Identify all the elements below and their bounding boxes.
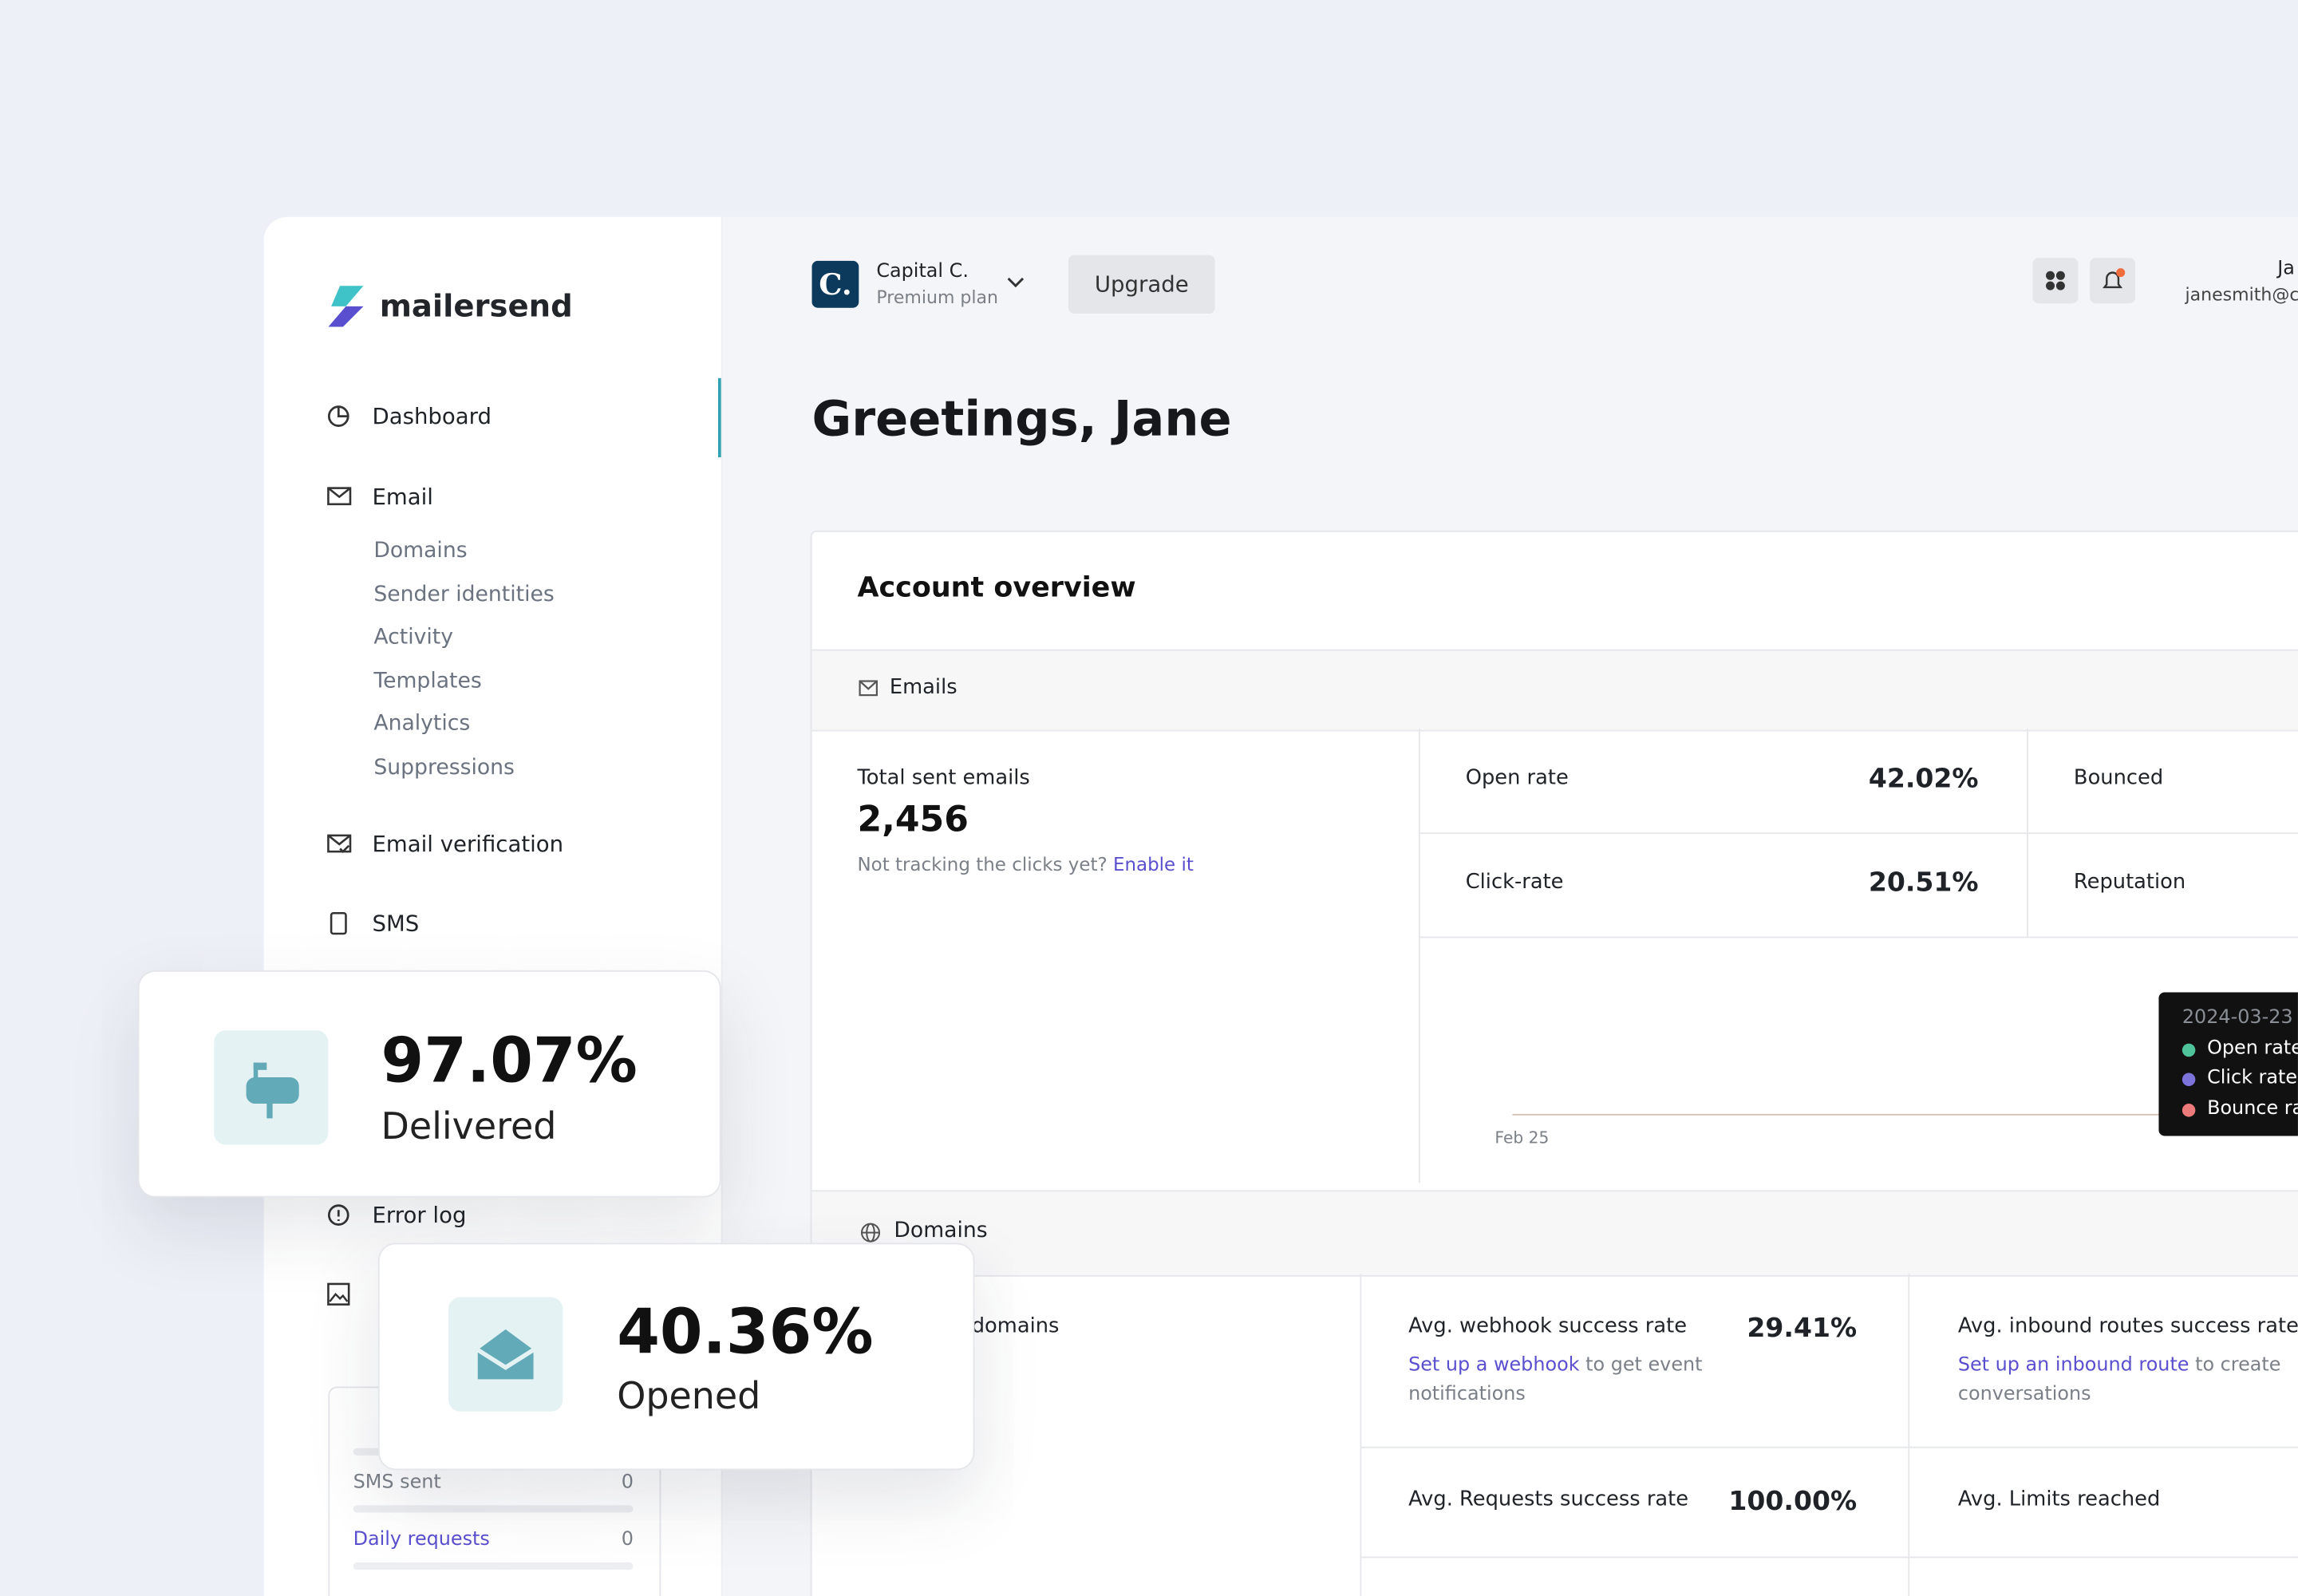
metric-value: 42.02% [1868, 763, 1979, 795]
legend-dot [2182, 1104, 2196, 1117]
nav-item[interactable]: SMS [372, 910, 420, 937]
icon-box [214, 1030, 329, 1145]
divider [1360, 1274, 1362, 1596]
subnav-item[interactable]: Suppressions [373, 756, 515, 780]
stat-card: 97.07% Delivered [137, 970, 721, 1198]
usage-value: 0 [621, 1528, 634, 1551]
logo-text: mailersend [379, 288, 573, 324]
legend-dot [2182, 1073, 2196, 1086]
nav-item[interactable]: Error log [372, 1202, 467, 1229]
upgrade-button[interactable]: Upgrade [1068, 255, 1215, 314]
icon-error [327, 1204, 349, 1226]
divider [2027, 728, 2028, 937]
metric-value: 20.51% [1868, 867, 1979, 899]
metric-note: Set up a webhook to get event notificati… [1408, 1351, 1724, 1409]
metric-value: 100.00% [1728, 1486, 1858, 1517]
section-title: Domains [894, 1219, 988, 1243]
section-header [811, 649, 2298, 732]
tooltip-date: 2024-03-23 [2182, 1006, 2293, 1029]
tracking-note: Not tracking the clicks yet? Enable it [857, 853, 1193, 875]
metric-label: Avg. Limits reached [1957, 1487, 2161, 1511]
note-text: to create conversations [1957, 1354, 2281, 1406]
user-email: janesmith@ca [2185, 284, 2298, 306]
icon-globe [860, 1223, 881, 1242]
metric-note: Set up an inbound route to create conver… [1958, 1351, 2295, 1409]
legend-dot [2182, 1043, 2196, 1057]
stat-value: 97.07% [381, 1024, 638, 1096]
metric-label: Click-rate [1465, 870, 1564, 895]
user-name: Ja [2277, 258, 2295, 280]
account-avatar: C. [811, 260, 859, 308]
icon-dashboard [327, 405, 349, 427]
metric-label: Avg. webhook success rate [1408, 1314, 1688, 1338]
icon-email [327, 487, 352, 506]
chevron[interactable] [1007, 277, 1025, 289]
tooltip: 2024-03-23 Open rate Click rate Bounce r… [2158, 992, 2298, 1136]
section-header [811, 1190, 2298, 1277]
progress-track [353, 1505, 634, 1513]
notifications-button[interactable] [2090, 258, 2136, 304]
overview-title: Account overview [857, 571, 1136, 604]
note-text: to get event notifications [1408, 1354, 1703, 1406]
apps-button[interactable] [2032, 258, 2079, 304]
metric-label: Avg. Requests success rate [1408, 1487, 1689, 1511]
stat-label: Opened [617, 1374, 761, 1418]
nav-item[interactable]: Dashboard [372, 403, 492, 430]
icon-apps [2046, 271, 2065, 290]
active-indicator [717, 377, 721, 458]
metric-value: 29.41% [1747, 1313, 1858, 1345]
account-name[interactable]: Capital C. [876, 260, 969, 283]
note-text: Not tracking the clicks yet? [857, 852, 1108, 875]
icon-image [327, 1282, 350, 1306]
usage-label[interactable]: Daily requests [353, 1528, 490, 1551]
section-title: Emails [889, 675, 958, 700]
icon-verification [327, 834, 352, 853]
account-plan: Premium plan [876, 286, 999, 308]
nav-item[interactable]: Email verification [372, 831, 564, 858]
metric-label: domains [971, 1314, 1060, 1338]
enable-link[interactable]: Enable it [1112, 852, 1194, 875]
subnav-item[interactable]: Analytics [373, 712, 471, 737]
divider [1908, 1274, 1910, 1596]
usage-value: 0 [621, 1472, 634, 1494]
divider [1418, 728, 1420, 1183]
divider [1418, 936, 2298, 938]
icon-open-envelope [476, 1329, 535, 1380]
metric-label: Bounced [2073, 766, 2164, 790]
metric-value: 2,456 [857, 799, 969, 840]
divider [1418, 832, 2298, 835]
metric-label: Reputation [2073, 870, 2186, 895]
stat-value: 40.36% [617, 1295, 874, 1368]
subnav-item[interactable]: Templates [373, 670, 482, 693]
icon-box [448, 1297, 563, 1412]
icon-bell [2103, 268, 2126, 289]
metric-label: Open rate [1465, 766, 1569, 790]
x-tick-label: Feb 25 [1494, 1128, 1550, 1148]
subnav-item[interactable]: Activity [373, 626, 453, 650]
metric-label: Avg. inbound routes success rate [1957, 1314, 2298, 1338]
usage-label: SMS sent [353, 1472, 441, 1494]
stat-label: Delivered [381, 1104, 557, 1148]
progress-track [353, 1562, 634, 1570]
tooltip-item: Open rate [2207, 1037, 2298, 1060]
tooltip-item: Click rate [2207, 1067, 2298, 1089]
stat-card: 40.36% Opened [377, 1242, 975, 1471]
divider [1360, 1446, 2298, 1448]
icon-sms [330, 911, 347, 935]
nav-item[interactable]: Email [372, 484, 433, 511]
setup-link[interactable]: Set up a webhook [1408, 1354, 1580, 1377]
icon-email [859, 680, 878, 697]
greeting: Greetings, Jane [811, 389, 1232, 448]
logo-icon [328, 286, 364, 327]
metric-label: Total sent emails [857, 766, 1030, 790]
subnav-item[interactable]: Domains [373, 539, 468, 563]
chart-line [1512, 1113, 2165, 1116]
icon-mailbox [246, 1062, 299, 1119]
divider [1360, 1556, 2298, 1558]
tooltip-item: Bounce ra [2207, 1097, 2298, 1120]
subnav-item[interactable]: Sender identities [373, 583, 555, 607]
setup-link[interactable]: Set up an inbound route [1957, 1354, 2189, 1377]
